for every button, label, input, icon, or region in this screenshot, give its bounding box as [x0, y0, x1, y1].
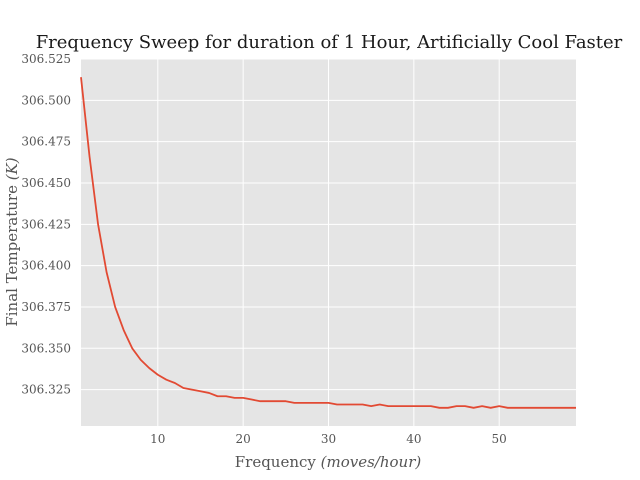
chart-title: Frequency Sweep for duration of 1 Hour, … — [36, 32, 623, 53]
y-tick-label: 306.350 — [21, 341, 71, 355]
x-tick-labels: 10 20 30 40 50 — [150, 432, 507, 446]
y-tick-label: 306.450 — [21, 176, 71, 190]
y-tick-label: 306.425 — [21, 217, 71, 231]
x-axis-unit: (moves/hour) — [321, 453, 422, 471]
x-tick-label: 30 — [321, 432, 336, 446]
y-tick-label: 306.375 — [21, 300, 71, 314]
x-axis-label: Frequency (moves/hour) — [235, 453, 422, 471]
temperature-series-line — [80, 77, 576, 409]
gridlines — [81, 58, 576, 426]
y-tick-labels: 306.325 306.350 306.375 306.400 306.425 306.4… — [21, 52, 71, 397]
y-tick-label: 306.525 — [21, 52, 71, 66]
y-axis-label: Final Temperature (K) — [3, 157, 21, 326]
x-tick-label: 20 — [236, 432, 251, 446]
y-tick-label: 306.500 — [21, 93, 71, 107]
y-tick-label: 306.475 — [21, 135, 71, 149]
y-axis-unit: (K) — [3, 157, 21, 180]
y-tick-label: 306.325 — [21, 383, 71, 397]
y-tick-label: 306.400 — [21, 259, 71, 273]
series-layer — [80, 77, 576, 409]
x-tick-label: 10 — [150, 432, 165, 446]
x-tick-label: 40 — [406, 432, 421, 446]
x-tick-label: 50 — [492, 432, 507, 446]
